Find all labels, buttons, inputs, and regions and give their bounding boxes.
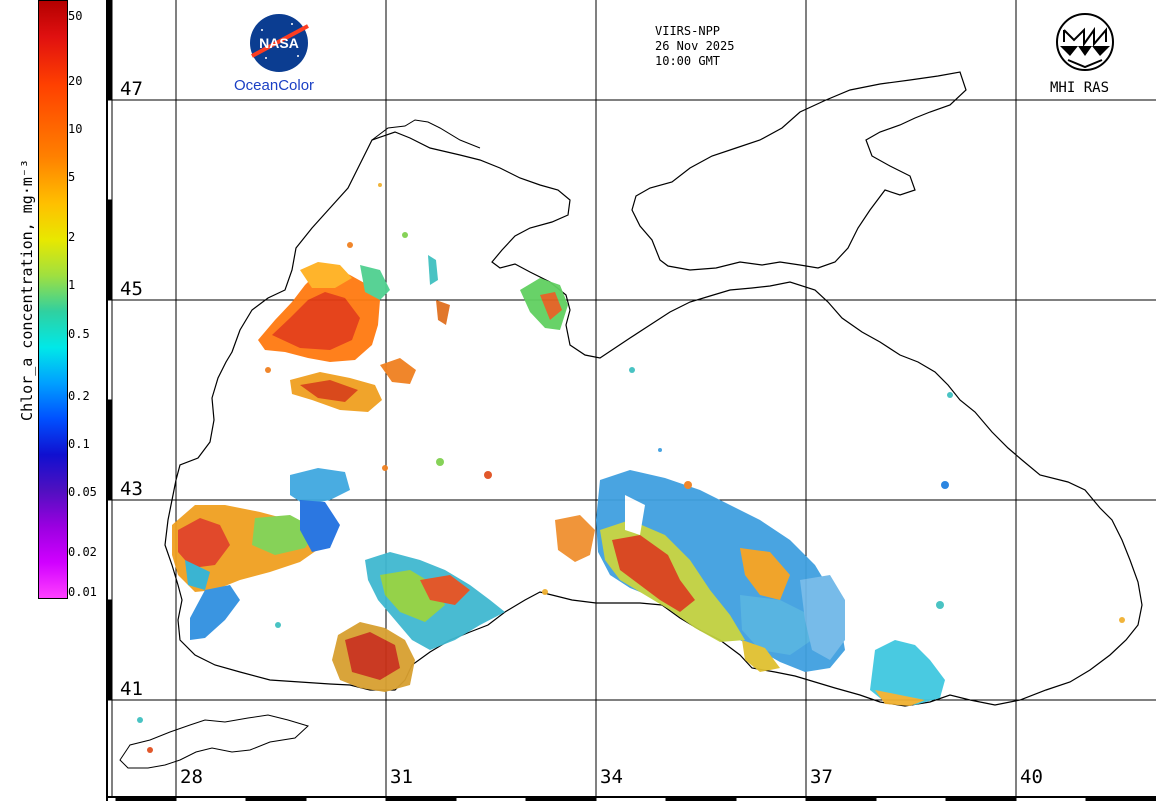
colorbar-tick: 5 bbox=[68, 170, 76, 184]
azov-sea-coastline bbox=[631, 71, 967, 271]
black-sea-coastline bbox=[164, 131, 1143, 707]
acquisition-date: 26 Nov 2025 bbox=[655, 39, 735, 53]
lat-label-45: 45 bbox=[120, 278, 143, 300]
lon-label-37: 37 bbox=[810, 766, 833, 788]
colorbar-tick: 0.02 bbox=[68, 545, 97, 559]
mhi-ras-logo bbox=[1056, 13, 1114, 71]
lon-label-34: 34 bbox=[600, 766, 623, 788]
lat-label-47: 47 bbox=[120, 78, 143, 100]
colorbar-tick: 0.01 bbox=[68, 585, 97, 599]
graticule bbox=[107, 0, 1156, 797]
scale-ruler bbox=[106, 0, 1156, 801]
oceancolor-label: OceanColor bbox=[234, 77, 315, 94]
lon-label-28: 28 bbox=[180, 766, 203, 788]
colorbar-tick: 0.05 bbox=[68, 485, 97, 499]
lon-label-40: 40 bbox=[1020, 766, 1043, 788]
lat-label-41: 41 bbox=[120, 678, 143, 700]
mhi-ras-label: MHI RAS bbox=[1050, 80, 1110, 96]
colorbar-tick: 2 bbox=[68, 230, 76, 244]
nasa-logo-text: NASA bbox=[259, 35, 299, 51]
marmara-coastline bbox=[119, 714, 309, 769]
colorbar-tick: 20 bbox=[68, 74, 83, 88]
colorbar-title: Chlor_a concentration, mg·m⁻³ bbox=[18, 159, 36, 421]
colorbar-tick: 1 bbox=[68, 278, 76, 292]
colorbar-tick: 0.1 bbox=[68, 437, 90, 451]
colorbar-tick: 50 bbox=[68, 9, 83, 23]
chlorophyll-colorbar bbox=[38, 0, 68, 599]
lon-label-31: 31 bbox=[390, 766, 413, 788]
acquisition-info: VIIRS-NPP 26 Nov 2025 10:00 GMT bbox=[655, 24, 734, 69]
chlorophyll-data bbox=[137, 183, 1125, 753]
dnieper-estuary bbox=[371, 119, 481, 149]
nasa-logo: NASA bbox=[250, 14, 309, 72]
satellite-name: VIIRS-NPP bbox=[655, 24, 721, 38]
lat-label-43: 43 bbox=[120, 478, 143, 500]
acquisition-time: 10:00 GMT bbox=[655, 54, 721, 68]
colorbar-tick: 0.5 bbox=[68, 327, 90, 341]
colorbar-tick: 0.2 bbox=[68, 389, 90, 403]
colorbar-tick: 10 bbox=[68, 122, 83, 136]
